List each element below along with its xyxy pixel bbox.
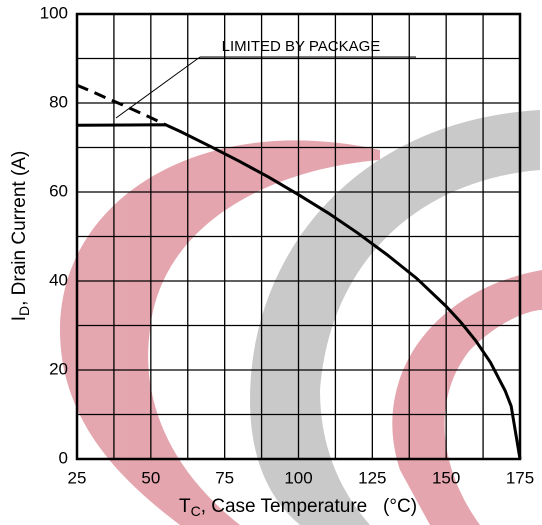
- x-tick-label: 150: [432, 468, 460, 487]
- y-tick-label: 20: [49, 359, 68, 378]
- x-tick-label: 175: [506, 468, 534, 487]
- y-tick-label: 100: [40, 3, 68, 22]
- y-axis-label: ID, Drain Current (A): [9, 151, 32, 322]
- y-tick-label: 0: [59, 448, 68, 467]
- x-label-symbol: T: [179, 496, 191, 517]
- y-tick-label: 40: [49, 270, 68, 289]
- x-label-text: , Case Temperature (°C): [201, 496, 417, 517]
- chart: LIMITED BY PACKAGE TC, Case Temperature …: [0, 0, 542, 525]
- x-tick-label: 125: [358, 468, 386, 487]
- y-tick-label: 80: [49, 92, 68, 111]
- y-label-subscript: D: [16, 306, 32, 316]
- x-tick-label: 25: [68, 468, 87, 487]
- x-tick-label: 75: [215, 468, 234, 487]
- watermark: [60, 110, 542, 525]
- x-tick-label: 50: [141, 468, 160, 487]
- x-label-subscript: C: [191, 503, 201, 519]
- y-label-text: , Drain Current (A): [9, 151, 30, 306]
- y-tick-label: 60: [49, 181, 68, 200]
- x-axis-label: TC, Case Temperature (°C): [179, 496, 417, 519]
- annotation: LIMITED BY PACKAGE: [222, 38, 381, 55]
- x-tick-label: 100: [284, 468, 312, 487]
